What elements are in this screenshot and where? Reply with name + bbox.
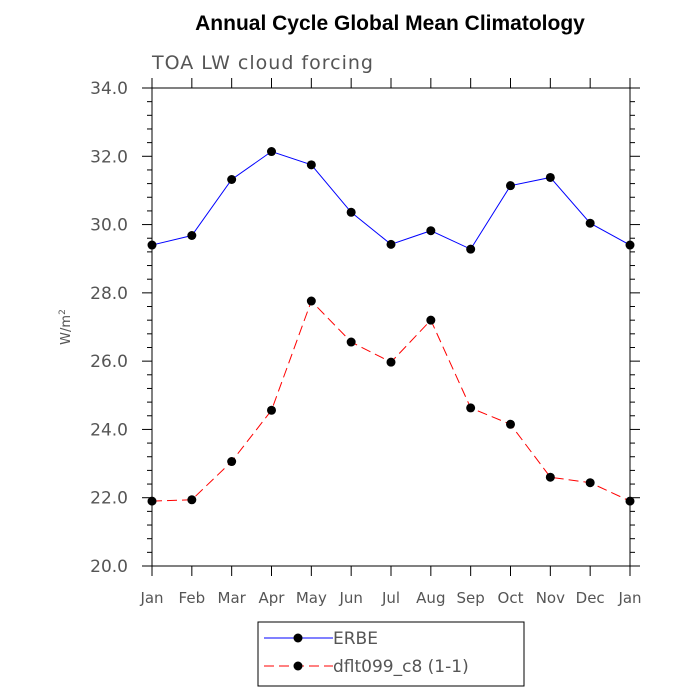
data-point-s1-11 xyxy=(585,478,595,488)
y-tick-label: 28.0 xyxy=(90,284,128,304)
data-point-s0-12 xyxy=(625,240,635,250)
chart-title: Annual Cycle Global Mean Climatology xyxy=(195,12,585,35)
series-line-1 xyxy=(151,300,631,502)
x-tick-label: Mar xyxy=(218,589,247,607)
y-tick-label: 34.0 xyxy=(90,79,128,99)
x-tick-label: Apr xyxy=(259,589,286,607)
data-point-s0-6 xyxy=(386,239,396,249)
y-tick-label: 26.0 xyxy=(90,352,128,372)
data-point-s1-9 xyxy=(506,419,515,429)
data-point-s1-6 xyxy=(386,357,396,367)
series-line-0 xyxy=(151,150,631,250)
legend-box xyxy=(257,621,525,687)
x-tick-label: May xyxy=(296,589,327,607)
data-point-s0-3 xyxy=(267,147,276,157)
data-point-s0-9 xyxy=(506,181,515,191)
x-tick-label: Jan xyxy=(617,589,641,607)
data-point-s0-7 xyxy=(426,226,436,236)
legend-marker-model xyxy=(293,661,303,671)
series-layer xyxy=(147,147,635,506)
y-tick-label: 32.0 xyxy=(90,147,128,167)
data-point-s0-1 xyxy=(187,230,197,240)
x-tick-label: Nov xyxy=(536,589,565,607)
x-tick-labels: Jan Feb Mar Apr May Jun Jul Aug Sep Oct Nov Dec Jan xyxy=(139,589,641,607)
data-point-s0-4 xyxy=(306,160,316,170)
legend: ERBE dflt099_c8 (1-1) xyxy=(257,621,525,687)
x-tick-label: Aug xyxy=(416,589,445,607)
data-point-s1-7 xyxy=(426,315,436,325)
x-tick-label: Dec xyxy=(576,589,605,607)
y-tick-label: 20.0 xyxy=(90,557,128,577)
data-point-s0-2 xyxy=(227,175,237,185)
x-tick-label: Oct xyxy=(498,589,524,607)
x-tick-label: Sep xyxy=(457,589,485,607)
data-point-s1-5 xyxy=(346,337,356,347)
y-tick-label: 30.0 xyxy=(90,216,128,236)
data-point-s1-0 xyxy=(147,496,157,506)
y-tick-labels: 20.0 22.0 24.0 26.0 28.0 30.0 32.0 34.0 xyxy=(90,79,128,577)
x-tick-label: Jul xyxy=(381,589,400,607)
x-tick-label: Jun xyxy=(338,589,362,607)
data-point-s0-8 xyxy=(466,244,476,254)
data-point-s1-8 xyxy=(466,403,476,413)
data-point-s1-3 xyxy=(267,405,276,415)
x-tick-label: Jan xyxy=(139,589,163,607)
data-point-s0-0 xyxy=(147,240,157,250)
data-point-s1-4 xyxy=(306,296,316,306)
data-point-s1-10 xyxy=(545,472,555,482)
axis-ticks xyxy=(142,78,640,576)
legend-label-erbe: ERBE xyxy=(333,629,378,649)
data-point-s0-10 xyxy=(545,172,555,182)
data-point-s1-1 xyxy=(187,495,197,505)
x-tick-label: Feb xyxy=(179,589,206,607)
data-point-s1-2 xyxy=(227,457,237,467)
y-axis-label: W/m2 xyxy=(58,309,74,345)
data-point-s1-12 xyxy=(625,496,635,506)
data-point-s0-11 xyxy=(585,218,595,228)
y-tick-label: 24.0 xyxy=(90,420,128,440)
y-tick-label: 22.0 xyxy=(90,489,128,509)
legend-marker-erbe xyxy=(293,633,303,643)
chart-subtitle: TOA LW cloud forcing xyxy=(151,52,374,74)
data-point-s0-5 xyxy=(346,207,356,217)
plot-frame xyxy=(151,87,631,567)
legend-label-model: dflt099_c8 (1-1) xyxy=(333,657,469,677)
